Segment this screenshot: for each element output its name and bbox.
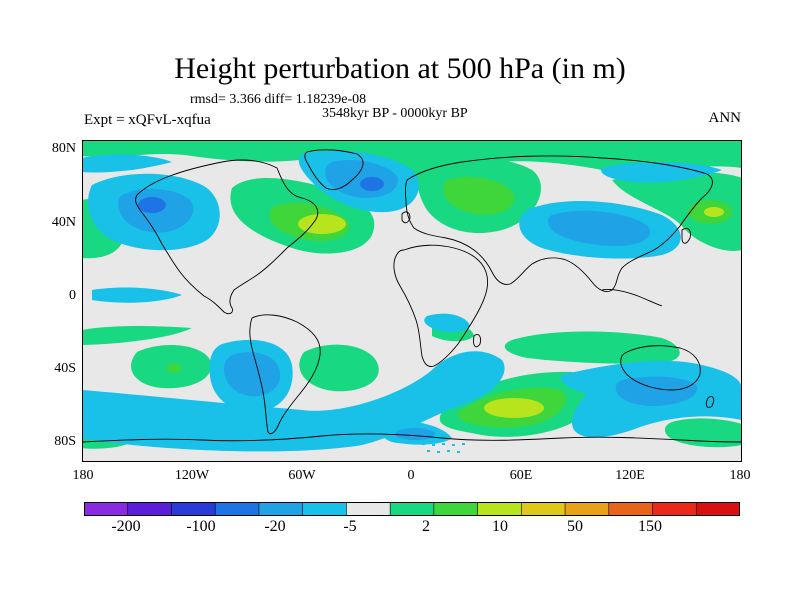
- lat-label-80s: 80S: [54, 434, 76, 449]
- colorbar-swatch: [84, 502, 129, 516]
- coastline-north-america: [135, 159, 319, 315]
- experiment-label: Expt = xQFvL-xqfua: [84, 112, 211, 128]
- colorbar-swatch: [695, 502, 740, 516]
- lon-label-180e: 180: [729, 468, 751, 483]
- plot-title: Height perturbation at 500 hPa (in m): [174, 52, 626, 85]
- coastline-south-america: [249, 314, 321, 435]
- colorbar-swatch: [346, 502, 391, 516]
- positive-anomaly-west-pacific-peak: [704, 207, 724, 217]
- colorbar-label-10: 10: [492, 518, 508, 535]
- coastline-madagascar: [473, 333, 481, 348]
- coastline-antarctica: [82, 433, 742, 443]
- positive-anomaly-indian-ocean: [504, 331, 680, 364]
- lat-label-40n: 40N: [51, 215, 76, 230]
- coastline-uk: [401, 211, 411, 224]
- negative-anomaly-greenland-deep: [360, 177, 384, 191]
- coastline-japan: [681, 227, 691, 244]
- coastline-indonesia: [601, 289, 663, 307]
- colorbar-swatch: [302, 502, 348, 516]
- colorbar-swatch: [214, 502, 260, 516]
- positive-anomaly-west-pacific: [612, 171, 742, 251]
- positive-anomaly-na-peak: [298, 214, 346, 234]
- lon-label-120w: 120W: [174, 468, 210, 483]
- lat-label-eq: 0: [69, 288, 76, 303]
- season-label: ANN: [708, 110, 742, 126]
- period-label: 3548kyr BP - 0000kyr BP: [322, 106, 468, 121]
- colorbar-swatch: [171, 502, 217, 516]
- colorbar-swatch: [652, 502, 698, 516]
- colorbar-swatch: [477, 502, 523, 516]
- coastline-australia: [620, 345, 701, 391]
- coastline-africa: [393, 244, 489, 367]
- lat-label-40s: 40S: [54, 361, 76, 376]
- colorbar: [84, 502, 740, 516]
- lon-label-60w: 60W: [288, 468, 316, 483]
- coastline-new-zealand: [705, 395, 715, 409]
- positive-anomaly-regions: [82, 140, 742, 449]
- positive-anomaly-southern-ocean-peak: [484, 398, 544, 418]
- colorbar-label-neg200: -200: [111, 518, 141, 535]
- positive-anomaly-south-atlantic: [299, 344, 379, 392]
- colorbar-swatch: [389, 502, 435, 516]
- colorbar-label-neg100: -100: [186, 518, 216, 535]
- colorbar-swatch: [258, 502, 304, 516]
- lon-label-180w: 180: [72, 468, 94, 483]
- lon-label-120e: 120E: [615, 468, 645, 483]
- positive-anomaly-sw-pacific-core: [167, 363, 181, 373]
- antarctic-ice-dots: [422, 443, 465, 453]
- negative-anomaly-indian-belt-core: [615, 376, 698, 406]
- negative-anomaly-arctic-edge: [82, 154, 172, 173]
- coastlines: [82, 149, 742, 443]
- lon-label-60e: 60E: [509, 468, 533, 483]
- colorbar-swatch: [433, 502, 479, 516]
- colorbar-label-50: 50: [567, 518, 583, 535]
- colorbar-label-2: 2: [422, 518, 430, 535]
- positive-anomaly-arctic: [82, 140, 742, 185]
- negative-anomaly-north-pacific-core: [547, 210, 651, 246]
- negative-anomaly-drake-core: [395, 428, 435, 440]
- map-frame: [82, 140, 742, 462]
- negative-anomaly-regions: [82, 150, 742, 452]
- colorbar-swatch: [521, 502, 566, 516]
- negative-anomaly-na-pacific-deep: [138, 197, 166, 213]
- positive-anomaly-eurasia-core: [443, 176, 515, 215]
- negative-anomaly-tropical-atlantic: [424, 313, 470, 333]
- positive-anomaly-tropical-southwest: [82, 326, 192, 345]
- lat-label-80n: 80N: [51, 141, 76, 156]
- colorbar-label-neg20: -20: [264, 518, 286, 535]
- colorbar-label-150: 150: [638, 518, 662, 535]
- coastline-greenland: [304, 149, 364, 191]
- negative-anomaly-south-pacific-core: [224, 352, 281, 397]
- negative-anomaly-siberia: [601, 162, 722, 183]
- colorbar-swatch: [608, 502, 654, 516]
- negative-anomaly-east-pacific-tropic: [92, 287, 182, 303]
- height-perturbation-map: [82, 140, 742, 462]
- colorbar-label-neg5: -5: [343, 518, 357, 535]
- colorbar-swatch: [127, 502, 173, 516]
- stats-line: rmsd= 3.366 diff= 1.18239e-08: [190, 92, 367, 107]
- lon-label-0: 0: [407, 468, 415, 483]
- coastline-eurasia: [404, 155, 713, 293]
- colorbar-swatch: [564, 502, 610, 516]
